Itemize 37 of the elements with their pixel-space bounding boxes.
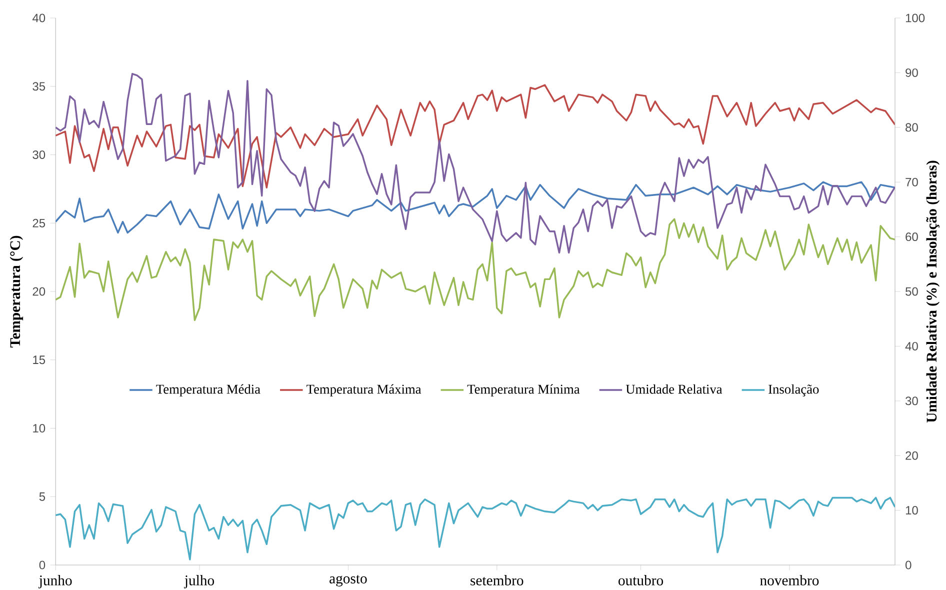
y2-tick-label: 80 — [906, 123, 918, 132]
y2-tick-label: 70 — [906, 178, 918, 186]
y2-tick-label: 30 — [906, 396, 918, 406]
y-tick-label: 40 — [32, 14, 46, 22]
line-series — [56, 84, 896, 188]
x-tick-label: novembro — [760, 575, 819, 586]
y2-tick-label: 40 — [905, 342, 918, 350]
y2-tick-label: 10 — [906, 506, 918, 515]
y2-tick-label: 90 — [906, 68, 918, 77]
y-tick-label: 5 — [39, 492, 46, 501]
legend-label: Insolação — [768, 384, 819, 396]
x-tick-label: junho — [38, 575, 72, 588]
y-tick-label: 35 — [32, 82, 46, 91]
y2-axis-title: Umidade Relativa (%) e Insolação (horas) — [926, 160, 940, 423]
x-tick-label: julho — [184, 575, 214, 588]
y-tick-label: 25 — [32, 218, 46, 228]
y2-tick-label: 60 — [906, 232, 918, 242]
x-tick-label: setembro — [470, 575, 524, 586]
y-tick-label: 10 — [33, 424, 46, 433]
y-tick-label: 15 — [33, 356, 46, 364]
x-tick-label: agosto — [330, 575, 367, 586]
line-series — [56, 72, 896, 254]
y-tick-label: 20 — [32, 287, 46, 296]
y-tick-label: 0 — [39, 560, 46, 570]
line-series — [56, 218, 896, 322]
x-tick-label: outubro — [618, 575, 664, 586]
y-tick-label: 30 — [32, 150, 46, 160]
legend-label: Temperatura Mínima — [467, 384, 580, 396]
y2-tick-label: 20 — [906, 451, 918, 460]
y2-tick-label: 100 — [906, 14, 925, 22]
y2-tick-label: 0 — [906, 560, 912, 570]
legend-label: Temperatura Média — [156, 384, 260, 396]
y-axis-title: Temperatura (°C) — [10, 236, 24, 348]
legend-label: Umidade Relativa — [626, 384, 722, 394]
y2-tick-label: 50 — [906, 287, 918, 296]
line-series — [56, 181, 896, 234]
legend-label: Temperatura Máxima — [306, 384, 422, 396]
